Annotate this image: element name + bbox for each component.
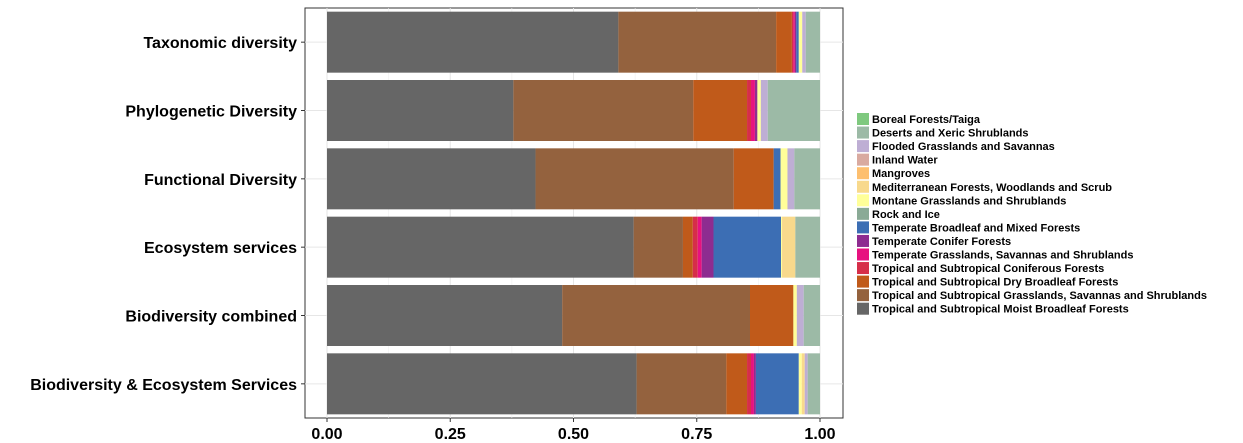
- x-tick-label: 0.75: [681, 426, 712, 443]
- bar-segment: [327, 353, 637, 415]
- bar-segment: [791, 11, 794, 73]
- y-tick-label: Taxonomic diversity: [143, 35, 297, 52]
- bars: [327, 11, 820, 415]
- x-axis: 0.00 0.25 0.50 0.75 1.00: [311, 418, 836, 443]
- bar-segment: [754, 80, 758, 141]
- legend-swatch: [857, 126, 869, 139]
- legend-label: Temperate Broadleaf and Mixed Forests: [872, 222, 1080, 234]
- legend-label: Mediterranean Forests, Woodlands and Scr…: [872, 182, 1112, 194]
- y-tick-label: Ecosystem services: [144, 240, 297, 257]
- bar-segment: [807, 353, 820, 415]
- bar-segment: [802, 11, 806, 73]
- bar-segment: [755, 353, 799, 415]
- legend-label: Temperate Grasslands, Savannas and Shrub…: [872, 250, 1133, 262]
- legend-swatch: [857, 262, 869, 275]
- legend-label: Flooded Grasslands and Savannas: [872, 141, 1055, 153]
- legend-label: Tropical and Subtropical Grasslands, Sav…: [872, 290, 1207, 302]
- legend-label: Boreal Forests/Taiga: [872, 114, 981, 126]
- legend-swatch: [857, 180, 869, 193]
- legend-swatch: [857, 248, 869, 261]
- bar-segment: [750, 353, 754, 415]
- bar-segment: [796, 11, 799, 73]
- bar-segment: [798, 11, 803, 73]
- bar-segment: [793, 11, 795, 73]
- legend-swatch: [857, 234, 869, 247]
- bar-segment: [636, 353, 727, 415]
- bar-segment: [327, 148, 536, 210]
- bar-segment: [804, 353, 808, 415]
- legend-label: Montane Grasslands and Shrublands: [872, 195, 1066, 207]
- legend-swatch: [857, 153, 869, 166]
- bar-segment: [794, 148, 820, 210]
- legend-label: Inland Water: [872, 155, 938, 167]
- bar-segment: [747, 353, 751, 415]
- legend-label: Temperate Conifer Forests: [872, 236, 1011, 248]
- bar-segment: [327, 216, 634, 278]
- bar-segment: [327, 285, 563, 346]
- bar-segment: [697, 216, 702, 278]
- y-axis-labels: Taxonomic diversity Phylogenetic Diversit…: [30, 35, 305, 394]
- legend-label: Rock and Ice: [872, 209, 940, 221]
- bar-segment: [780, 148, 788, 210]
- legend-label: Tropical and Subtropical Coniferous Fore…: [872, 263, 1104, 275]
- bar-segment: [692, 216, 698, 278]
- bar-segment: [713, 216, 782, 278]
- legend-swatch: [857, 302, 869, 315]
- bar-segment: [803, 285, 820, 346]
- bar-segment: [327, 80, 514, 141]
- bar-segment: [805, 11, 820, 73]
- bar-segment: [773, 148, 781, 210]
- bar-segment: [693, 80, 748, 141]
- bar-segment: [535, 148, 734, 210]
- bar-segment: [795, 216, 820, 278]
- bar-segment: [776, 11, 792, 73]
- bar-segment: [749, 285, 794, 346]
- bar-segment: [618, 11, 777, 73]
- legend-label: Tropical and Subtropical Moist Broadleaf…: [872, 304, 1129, 316]
- legend: Boreal Forests/Taiga Deserts and Xeric Sh…: [857, 113, 1207, 316]
- legend-swatch: [857, 289, 869, 302]
- bar-segment: [747, 80, 751, 141]
- legend-label: Mangroves: [872, 168, 930, 180]
- bar-segment: [562, 285, 750, 346]
- legend-swatch: [857, 113, 869, 125]
- bar-segment: [682, 216, 693, 278]
- bar-segment: [757, 80, 761, 141]
- bar-segment: [327, 11, 619, 73]
- legend-label: Tropical and Subtropical Dry Broadleaf F…: [872, 277, 1118, 289]
- bar-segment: [798, 353, 802, 415]
- bar-segment: [782, 216, 796, 278]
- y-tick-label: Biodiversity combined: [125, 309, 297, 326]
- x-tick-label: 0.00: [311, 426, 342, 443]
- bar-segment: [793, 285, 797, 346]
- legend-label: Deserts and Xeric Shrublands: [872, 128, 1029, 140]
- bar-segment: [767, 80, 820, 141]
- bar-segment: [760, 80, 768, 141]
- bar-segment: [753, 353, 756, 415]
- y-tick-label: Biodiversity & Ecosystem Services: [30, 377, 297, 394]
- bar-segment: [787, 148, 795, 210]
- bar-segment: [801, 353, 805, 415]
- x-tick-label: 0.50: [558, 426, 589, 443]
- legend-swatch: [857, 275, 869, 288]
- bar-segment: [796, 285, 804, 346]
- bar-segment: [750, 80, 755, 141]
- legend-swatch: [857, 221, 869, 234]
- legend-swatch: [857, 140, 869, 153]
- x-tick-label: 0.25: [435, 426, 466, 443]
- y-tick-label: Phylogenetic Diversity: [125, 104, 297, 121]
- y-tick-label: Functional Diversity: [144, 172, 297, 189]
- bar-segment: [794, 11, 797, 73]
- legend-swatch: [857, 207, 869, 220]
- bar-segment: [726, 353, 748, 415]
- x-tick-label: 1.00: [804, 426, 835, 443]
- bar-segment: [633, 216, 683, 278]
- legend-swatch: [857, 194, 869, 207]
- bar-segment: [513, 80, 694, 141]
- bar-segment: [781, 216, 783, 278]
- legend-swatch: [857, 167, 869, 180]
- bar-segment: [701, 216, 714, 278]
- bar-segment: [733, 148, 774, 210]
